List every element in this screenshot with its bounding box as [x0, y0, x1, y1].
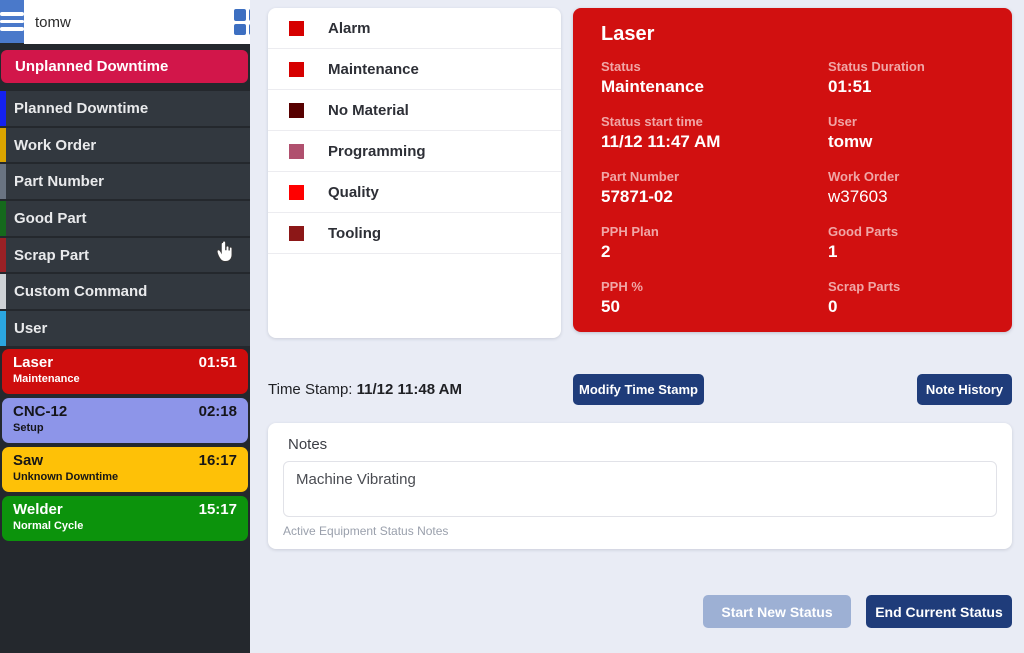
- equipment-status: Unknown Downtime: [13, 470, 119, 483]
- reason-label: Maintenance: [328, 60, 419, 78]
- reason-label: Quality: [328, 183, 379, 201]
- username-input[interactable]: [24, 13, 234, 31]
- action-button-row: Start New Status End Current Status: [703, 595, 1012, 628]
- sidebar-item-label: Scrap Part: [14, 246, 90, 264]
- color-stripe: [0, 311, 6, 346]
- equipment-name: CNC-12: [13, 402, 68, 420]
- user-box: [24, 0, 250, 44]
- notes-label: Notes: [288, 436, 328, 453]
- color-stripe: [0, 127, 6, 163]
- notes-helper-text: Active Equipment Status Notes: [283, 524, 449, 538]
- end-current-status-button[interactable]: End Current Status: [866, 595, 1012, 628]
- reason-color-swatch: [289, 61, 304, 77]
- field-work-order: Work Order w37603: [828, 169, 900, 206]
- sidebar-item-planned-downtime[interactable]: Planned Downtime: [0, 89, 250, 126]
- active-status-card: Laser Status Maintenance Status Duration…: [573, 8, 1012, 332]
- field-pph-percent: PPH % 50: [601, 279, 643, 316]
- modify-timestamp-button[interactable]: Modify Time Stamp: [573, 374, 704, 405]
- reason-label: Programming: [328, 142, 426, 160]
- field-status: Status Maintenance: [601, 59, 704, 96]
- timestamp-label: Time Stamp:: [268, 381, 357, 398]
- reason-color-swatch: [289, 20, 304, 36]
- reason-label: Tooling: [328, 224, 382, 242]
- equipment-name: Saw: [13, 451, 44, 469]
- reason-row-tooling[interactable]: Tooling: [268, 213, 561, 254]
- sidebar-item-label: Part Number: [14, 173, 105, 191]
- hamburger-icon: [0, 12, 24, 16]
- reason-label: Alarm: [328, 19, 371, 37]
- sidebar-item-label: User: [14, 319, 48, 337]
- status-reasons-card: Alarm Maintenance No Material Programmin…: [268, 8, 561, 338]
- sidebar-item-label: Good Part: [14, 209, 87, 227]
- note-history-button[interactable]: Note History: [917, 374, 1012, 405]
- sidebar-item-label: Work Order: [14, 136, 97, 154]
- field-status-start-time: Status start time 11/12 11:47 AM: [601, 114, 721, 151]
- field-pph-plan: PPH Plan 2: [601, 224, 659, 261]
- color-stripe: [0, 237, 6, 273]
- equipment-timer: 15:17: [198, 500, 237, 518]
- reason-row-alarm[interactable]: Alarm: [268, 8, 561, 49]
- main-content: Alarm Maintenance No Material Programmin…: [250, 0, 1024, 653]
- equipment-list: Laser 01:51 Maintenance CNC-12 02:18 Set…: [0, 348, 250, 541]
- reason-row-no-material[interactable]: No Material: [268, 90, 561, 131]
- sidebar-item-unplanned-downtime[interactable]: Unplanned Downtime: [1, 50, 248, 83]
- sidebar-menu: Planned Downtime Work Order Part Number …: [0, 89, 250, 346]
- reason-row-maintenance[interactable]: Maintenance: [268, 49, 561, 90]
- color-stripe: [0, 91, 6, 126]
- field-status-duration: Status Duration 01:51: [828, 59, 925, 96]
- reason-color-swatch: [289, 143, 304, 159]
- sidebar-item-custom-command[interactable]: Custom Command: [0, 272, 250, 310]
- reason-row-programming[interactable]: Programming: [268, 131, 561, 172]
- field-part-number: Part Number 57871-02: [601, 169, 680, 206]
- equipment-tile-welder[interactable]: Welder 15:17 Normal Cycle: [2, 495, 248, 541]
- equipment-status: Normal Cycle: [13, 519, 84, 532]
- reason-row-quality[interactable]: Quality: [268, 172, 561, 213]
- sidebar-item-scrap-part[interactable]: Scrap Part: [0, 235, 250, 273]
- grid-square: [234, 9, 246, 21]
- sidebar-item-work-order[interactable]: Work Order: [0, 125, 250, 163]
- timestamp-text: Time Stamp: 11/12 11:48 AM: [268, 374, 1012, 405]
- hamburger-icon: [0, 19, 24, 24]
- notes-card: Notes Machine Vibrating Active Equipment…: [268, 423, 1012, 549]
- timestamp-row: Time Stamp: 11/12 11:48 AM Modify Time S…: [268, 374, 1012, 405]
- field-scrap-parts: Scrap Parts 0: [828, 279, 901, 316]
- hamburger-menu-button[interactable]: [0, 0, 24, 43]
- grid-square: [248, 23, 250, 35]
- timestamp-value: 11/12 11:48 AM: [356, 381, 462, 398]
- equipment-timer: 16:17: [198, 451, 237, 469]
- equipment-tile-saw[interactable]: Saw 16:17 Unknown Downtime: [2, 446, 248, 492]
- equipment-timer: 01:51: [198, 353, 237, 371]
- grid-square: [248, 9, 250, 21]
- reason-color-swatch: [289, 184, 304, 200]
- equipment-timer: 02:18: [198, 402, 237, 420]
- reason-color-swatch: [289, 102, 304, 118]
- apps-grid-icon[interactable]: [234, 9, 250, 35]
- hamburger-icon: [0, 27, 24, 31]
- sidebar-header: [0, 0, 250, 44]
- sidebar-item-good-part[interactable]: Good Part: [0, 199, 250, 236]
- field-good-parts: Good Parts 1: [828, 224, 899, 261]
- equipment-title: Laser: [601, 23, 655, 45]
- sidebar-item-label: Custom Command: [14, 283, 148, 301]
- equipment-status: Maintenance: [13, 372, 80, 385]
- start-new-status-button[interactable]: Start New Status: [703, 595, 851, 628]
- sidebar-item-part-number[interactable]: Part Number: [0, 162, 250, 200]
- grid-square: [234, 23, 246, 35]
- sidebar-item-user[interactable]: User: [0, 309, 250, 346]
- notes-input[interactable]: Machine Vibrating: [283, 461, 997, 517]
- reason-label: No Material: [328, 101, 409, 119]
- status-field-grid: Status Maintenance Status Duration 01:51…: [601, 59, 984, 317]
- color-stripe: [0, 164, 6, 200]
- equipment-tile-cnc-12[interactable]: CNC-12 02:18 Setup: [2, 397, 248, 443]
- equipment-tile-laser[interactable]: Laser 01:51 Maintenance: [2, 348, 248, 394]
- sidebar-item-label: Planned Downtime: [14, 99, 149, 117]
- color-stripe: [0, 201, 6, 236]
- equipment-name: Welder: [13, 500, 63, 518]
- equipment-name: Laser: [13, 353, 54, 371]
- reason-color-swatch: [289, 225, 304, 241]
- color-stripe: [0, 274, 6, 310]
- equipment-status: Setup: [13, 421, 44, 434]
- sidebar: Unplanned Downtime Planned Downtime Work…: [0, 0, 250, 653]
- field-user: User tomw: [828, 114, 873, 151]
